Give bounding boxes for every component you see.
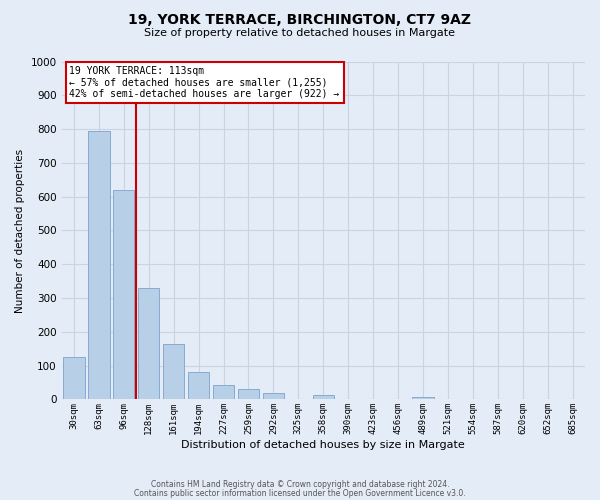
Text: Size of property relative to detached houses in Margate: Size of property relative to detached ho… — [145, 28, 455, 38]
Text: Contains public sector information licensed under the Open Government Licence v3: Contains public sector information licen… — [134, 489, 466, 498]
Bar — [412, 397, 434, 400]
Bar — [138, 288, 160, 400]
Bar — [188, 372, 209, 400]
Bar — [313, 395, 334, 400]
Bar — [213, 385, 234, 400]
Bar — [113, 190, 134, 400]
Bar — [238, 390, 259, 400]
Text: Contains HM Land Registry data © Crown copyright and database right 2024.: Contains HM Land Registry data © Crown c… — [151, 480, 449, 489]
Bar — [163, 344, 184, 400]
Y-axis label: Number of detached properties: Number of detached properties — [15, 148, 25, 312]
Text: 19, YORK TERRACE, BIRCHINGTON, CT7 9AZ: 19, YORK TERRACE, BIRCHINGTON, CT7 9AZ — [128, 12, 472, 26]
Text: 19 YORK TERRACE: 113sqm
← 57% of detached houses are smaller (1,255)
42% of semi: 19 YORK TERRACE: 113sqm ← 57% of detache… — [70, 66, 340, 99]
Bar — [64, 357, 85, 400]
Bar — [263, 392, 284, 400]
X-axis label: Distribution of detached houses by size in Margate: Distribution of detached houses by size … — [181, 440, 465, 450]
Bar — [88, 131, 110, 400]
